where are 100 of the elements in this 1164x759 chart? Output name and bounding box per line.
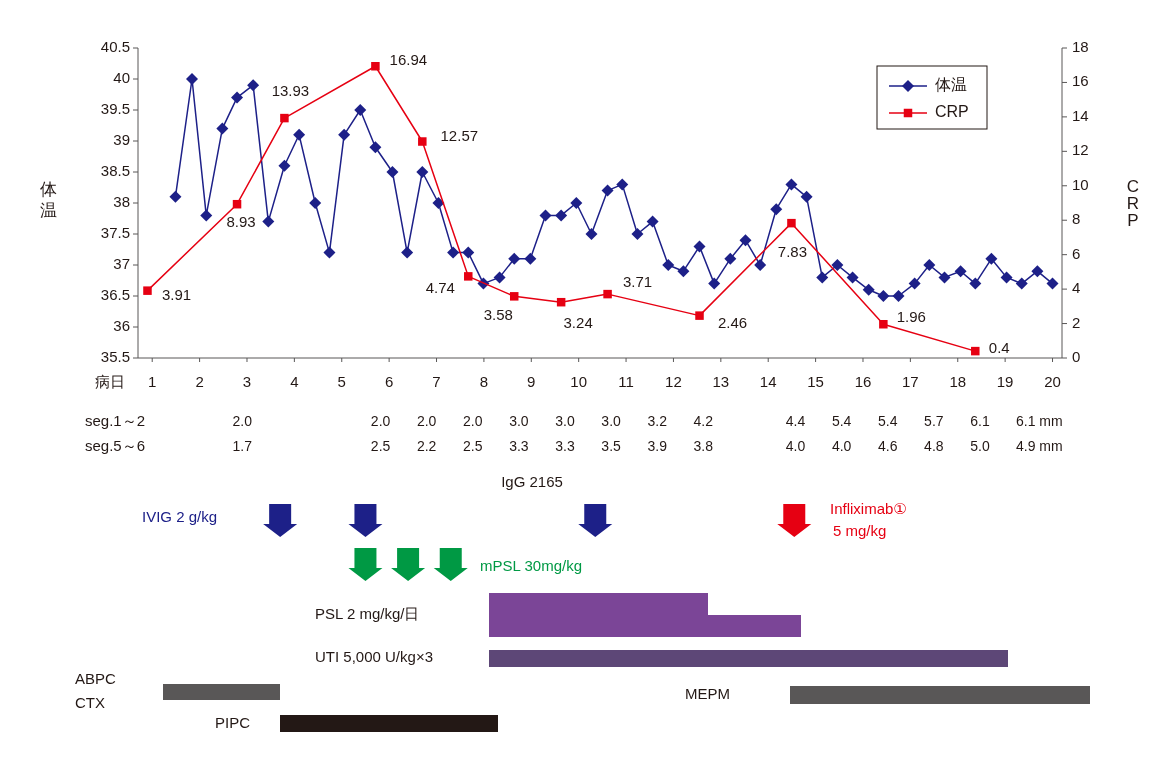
x-tick-label: 14 (759, 372, 777, 390)
point (846, 271, 859, 284)
data-label: 3.91 (161, 285, 192, 303)
point (695, 311, 704, 320)
y-tick-label: 38 (113, 192, 130, 210)
point (401, 246, 414, 259)
point (646, 215, 659, 228)
point (879, 319, 888, 329)
data-label: 3.24 (563, 314, 593, 332)
data-label: 13.93 (271, 82, 310, 100)
x-tick-label: 12 (665, 372, 682, 390)
text: PSL 2 mg/kg/日 (315, 604, 420, 622)
x-tick-label: 9 (527, 372, 536, 390)
x-tick-label: 5 (337, 372, 346, 390)
point (877, 290, 890, 302)
point (386, 166, 399, 178)
x-tick-label: 7 (432, 372, 441, 390)
point (464, 272, 473, 281)
point (816, 271, 829, 284)
point (708, 277, 721, 290)
y2-tick-label: 0 (1072, 347, 1081, 365)
text: IVIG 2 g/kg (142, 507, 218, 525)
point (603, 289, 612, 299)
data-label: 7.83 (777, 243, 808, 261)
data-label: 3.71 (622, 273, 653, 291)
data-label: 1.96 (896, 308, 926, 326)
point (892, 290, 905, 302)
point (1046, 277, 1059, 290)
y2-tick-label: 18 (1072, 37, 1089, 55)
x-tick-label: 10 (570, 372, 588, 390)
point (508, 252, 521, 265)
text: seg.5～6 1.7 2.5 2.2 2.5 3.3 3.3 3.5 3.9 3.8 4.0 4.0 4.6 4.8 5.0 4.9 mm (85, 436, 1063, 454)
point (293, 128, 306, 141)
point (908, 277, 921, 290)
x-tick-label: 18 (949, 372, 967, 390)
data-label: 4.74 (425, 279, 455, 297)
point (787, 218, 796, 228)
y2-tick-label: 6 (1072, 244, 1081, 262)
point (616, 178, 629, 191)
x-tick-label: 8 (479, 372, 489, 390)
point (1000, 271, 1013, 284)
point (278, 159, 291, 172)
point (785, 178, 798, 191)
point (169, 190, 182, 203)
y2-tick-label: 8 (1072, 210, 1081, 228)
point (631, 228, 644, 240)
x-tick-label: 13 (712, 372, 730, 390)
y-tick-label: 35.5 (100, 347, 130, 365)
x-tick-label: 16 (854, 372, 872, 390)
text: mPSL 30mg/kg (480, 556, 582, 574)
point (418, 137, 427, 146)
data-label: 0.4 (988, 339, 1010, 357)
point (800, 190, 813, 203)
point (338, 128, 351, 141)
point (509, 292, 519, 301)
data-label: 2.46 (717, 313, 748, 331)
x-tick-label: 11 (618, 372, 634, 390)
y-tick-label: 39 (113, 130, 130, 148)
y-tick-label: 36.5 (100, 285, 130, 303)
y2-axis-title: CRP (1126, 177, 1140, 230)
point (969, 277, 982, 290)
y-axis-title: 体温 (39, 180, 57, 220)
point (323, 246, 336, 259)
point (143, 286, 152, 295)
point (524, 252, 537, 265)
point (954, 265, 967, 278)
point (416, 166, 429, 178)
text: UTI 5,000 U/kg×3 (315, 647, 433, 665)
y2-tick-label: 12 (1072, 141, 1089, 159)
point (200, 209, 213, 222)
point (1031, 265, 1044, 278)
x-tick-label: 17 (902, 372, 919, 390)
point (585, 228, 598, 240)
text: PIPC (215, 713, 251, 731)
point (462, 246, 475, 259)
point (247, 79, 260, 92)
point (677, 265, 690, 278)
y-tick-label: 39.5 (100, 99, 130, 117)
legend-label: 体温 (935, 76, 967, 94)
point (231, 91, 244, 104)
y-tick-label: 40 (113, 68, 130, 86)
x-tick-label: 4 (290, 372, 299, 390)
point (923, 259, 936, 271)
text: ABPC CTX (75, 669, 117, 711)
text: IgG 2165 (501, 472, 563, 490)
point (371, 62, 380, 71)
point (570, 197, 583, 209)
y-tick-label: 38.5 (100, 161, 130, 179)
x-tick-label: 2 (195, 372, 204, 390)
point (985, 252, 998, 265)
point (309, 197, 322, 209)
y-tick-label: 36 (113, 316, 130, 334)
point (739, 234, 752, 247)
point (831, 259, 844, 271)
y2-tick-label: 16 (1072, 72, 1089, 90)
y2-tick-label: 2 (1072, 313, 1081, 331)
y2-tick-label: 4 (1072, 279, 1081, 297)
point (354, 104, 367, 116)
point (555, 209, 568, 222)
x-tick-label: 20 (1044, 372, 1061, 390)
